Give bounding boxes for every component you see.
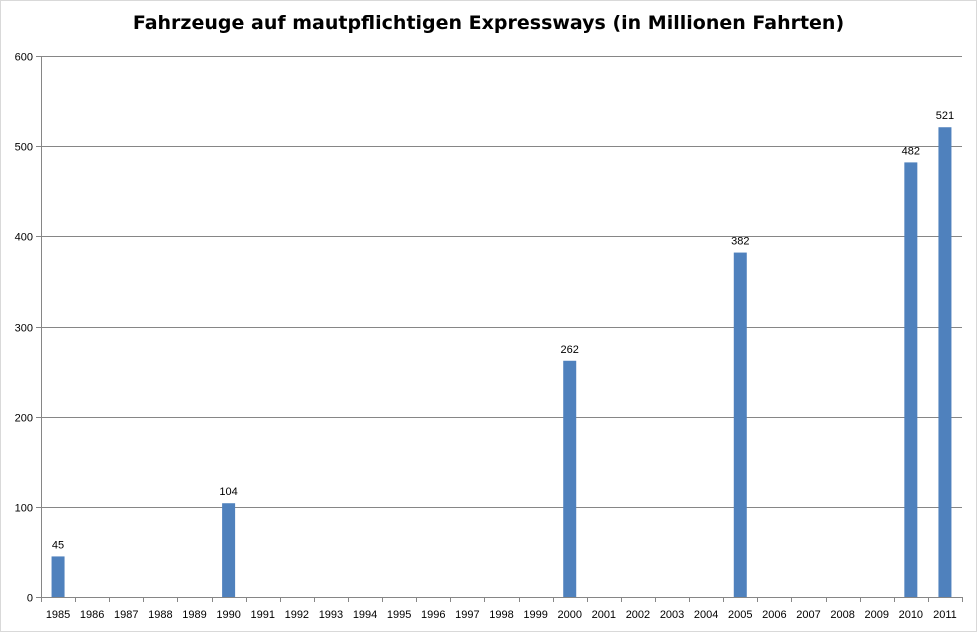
x-tick-label: 2007 [796, 609, 820, 621]
x-tick-label: 1999 [523, 609, 547, 621]
x-tick-label: 2005 [728, 609, 752, 621]
x-tick-label: 1995 [387, 609, 411, 621]
data-label: 104 [219, 486, 237, 498]
x-tick-label: 2011 [933, 609, 957, 621]
x-tick-label: 1988 [148, 609, 172, 621]
x-tick-label: 2000 [557, 609, 581, 621]
x-tick-label: 1990 [216, 609, 240, 621]
data-label: 521 [936, 110, 954, 122]
data-label: 262 [561, 344, 579, 356]
gridlines [41, 56, 962, 508]
bar [733, 252, 747, 597]
x-tick-label: 1997 [455, 609, 479, 621]
x-tick-label: 2008 [830, 609, 854, 621]
bar [51, 556, 65, 597]
x-tick-label: 1992 [285, 609, 309, 621]
y-tick-label: 600 [15, 52, 33, 64]
y-tick-label: 400 [15, 232, 33, 244]
bar [563, 360, 577, 597]
x-tick-label: 1989 [182, 609, 206, 621]
bar [938, 127, 952, 598]
y-tick-label: 200 [15, 413, 33, 425]
x-tick-label: 1998 [489, 609, 513, 621]
data-label: 45 [52, 539, 64, 551]
x-tick-label: 1985 [46, 609, 70, 621]
x-tick-label: 2003 [660, 609, 684, 621]
y-tick-label: 0 [27, 593, 33, 605]
x-tick-label: 2001 [592, 609, 616, 621]
labels: 0 100 200 300 400 500 600 45 1985 1986 1987 1988 198… [15, 52, 957, 622]
y-tick-label: 100 [15, 503, 33, 515]
y-tick-label: 500 [15, 142, 33, 154]
bars [51, 127, 952, 598]
axes [36, 56, 963, 602]
bar [222, 503, 236, 597]
x-tick-label: 2006 [762, 609, 786, 621]
x-tick-label: 1987 [114, 609, 138, 621]
bar [904, 162, 918, 597]
data-label: 482 [902, 145, 920, 157]
y-tick-label: 300 [15, 323, 33, 335]
x-tick-label: 2002 [626, 609, 650, 621]
x-tick-label: 1986 [80, 609, 104, 621]
data-label: 382 [731, 236, 749, 248]
x-tick-label: 1991 [250, 609, 274, 621]
x-tick-label: 2004 [694, 609, 718, 621]
x-tick-label: 2010 [899, 609, 923, 621]
x-tick-label: 1994 [353, 609, 377, 621]
x-tick-label: 2009 [864, 609, 888, 621]
x-tick-label: 1996 [421, 609, 445, 621]
chart-title: Fahrzeuge auf mautpflichtigen Expressway… [132, 12, 845, 34]
x-tick-label: 1993 [319, 609, 343, 621]
